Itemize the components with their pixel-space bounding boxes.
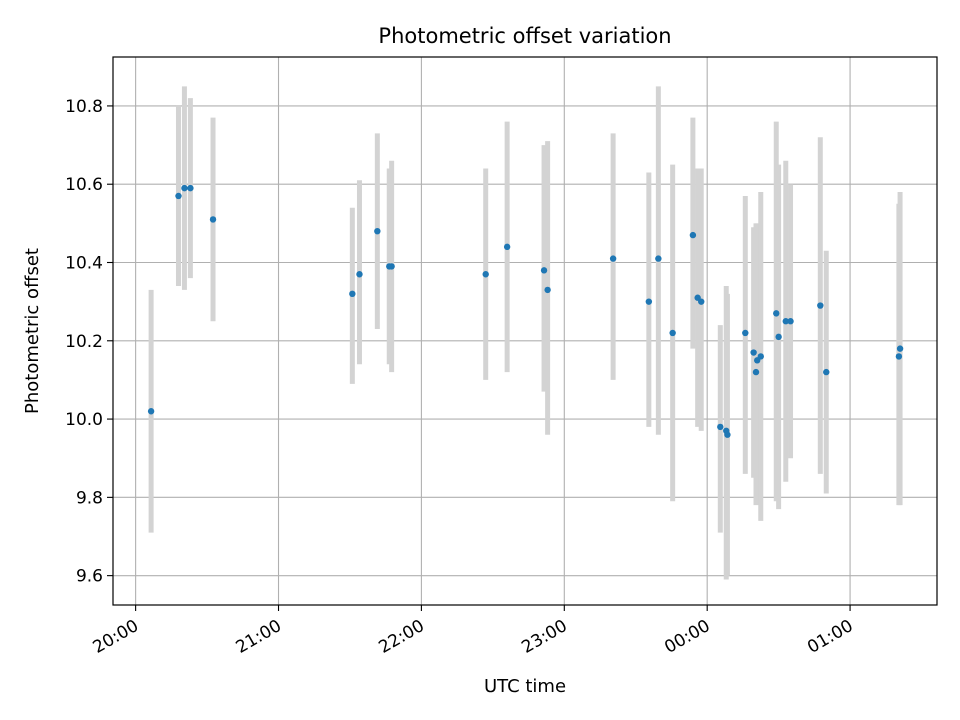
y-tick-label: 10.4	[65, 254, 103, 274]
plot-area	[113, 57, 937, 605]
data-points	[147, 184, 904, 438]
data-point	[209, 216, 217, 223]
data-point	[823, 368, 830, 376]
data-point	[147, 408, 155, 415]
data-point	[775, 333, 782, 341]
data-point	[503, 243, 511, 251]
data-point	[655, 255, 662, 262]
y-tick-label: 10.8	[65, 97, 103, 117]
data-point	[750, 349, 757, 356]
y-tick-label: 10.0	[65, 410, 103, 430]
data-point	[724, 431, 731, 438]
data-point	[482, 271, 489, 278]
y-axis-ticks: 9.6 9.8 10.0 10.2 10.4 10.6 10.8	[65, 97, 113, 587]
y-tick-label: 10.2	[65, 332, 103, 352]
data-point	[698, 298, 705, 305]
data-point	[609, 255, 617, 262]
data-point	[645, 298, 653, 305]
data-point	[540, 267, 548, 274]
data-point	[388, 263, 395, 270]
y-axis-label: Photometric offset	[22, 248, 43, 414]
data-point	[349, 290, 356, 298]
data-point	[782, 318, 789, 325]
data-point	[773, 310, 780, 317]
data-point	[544, 286, 551, 294]
data-point	[742, 329, 749, 337]
grid	[113, 57, 937, 605]
data-point	[717, 423, 724, 431]
data-point	[896, 345, 904, 352]
data-point	[757, 353, 764, 360]
data-point	[752, 368, 760, 376]
y-tick-label: 10.6	[65, 175, 103, 195]
data-point	[895, 353, 903, 360]
y-tick-label: 9.6	[76, 567, 103, 587]
data-point	[669, 329, 676, 337]
x-axis-label: UTC time	[484, 676, 566, 697]
data-point	[787, 318, 794, 325]
y-tick-label: 9.8	[76, 488, 103, 508]
data-point	[187, 184, 194, 192]
chart-title: Photometric offset variation	[378, 24, 671, 48]
data-point	[374, 227, 381, 235]
data-point	[689, 231, 697, 239]
data-point	[175, 192, 182, 200]
data-point	[356, 271, 363, 278]
data-point	[817, 302, 824, 309]
data-point	[181, 184, 188, 192]
plot-frame	[112, 56, 938, 606]
